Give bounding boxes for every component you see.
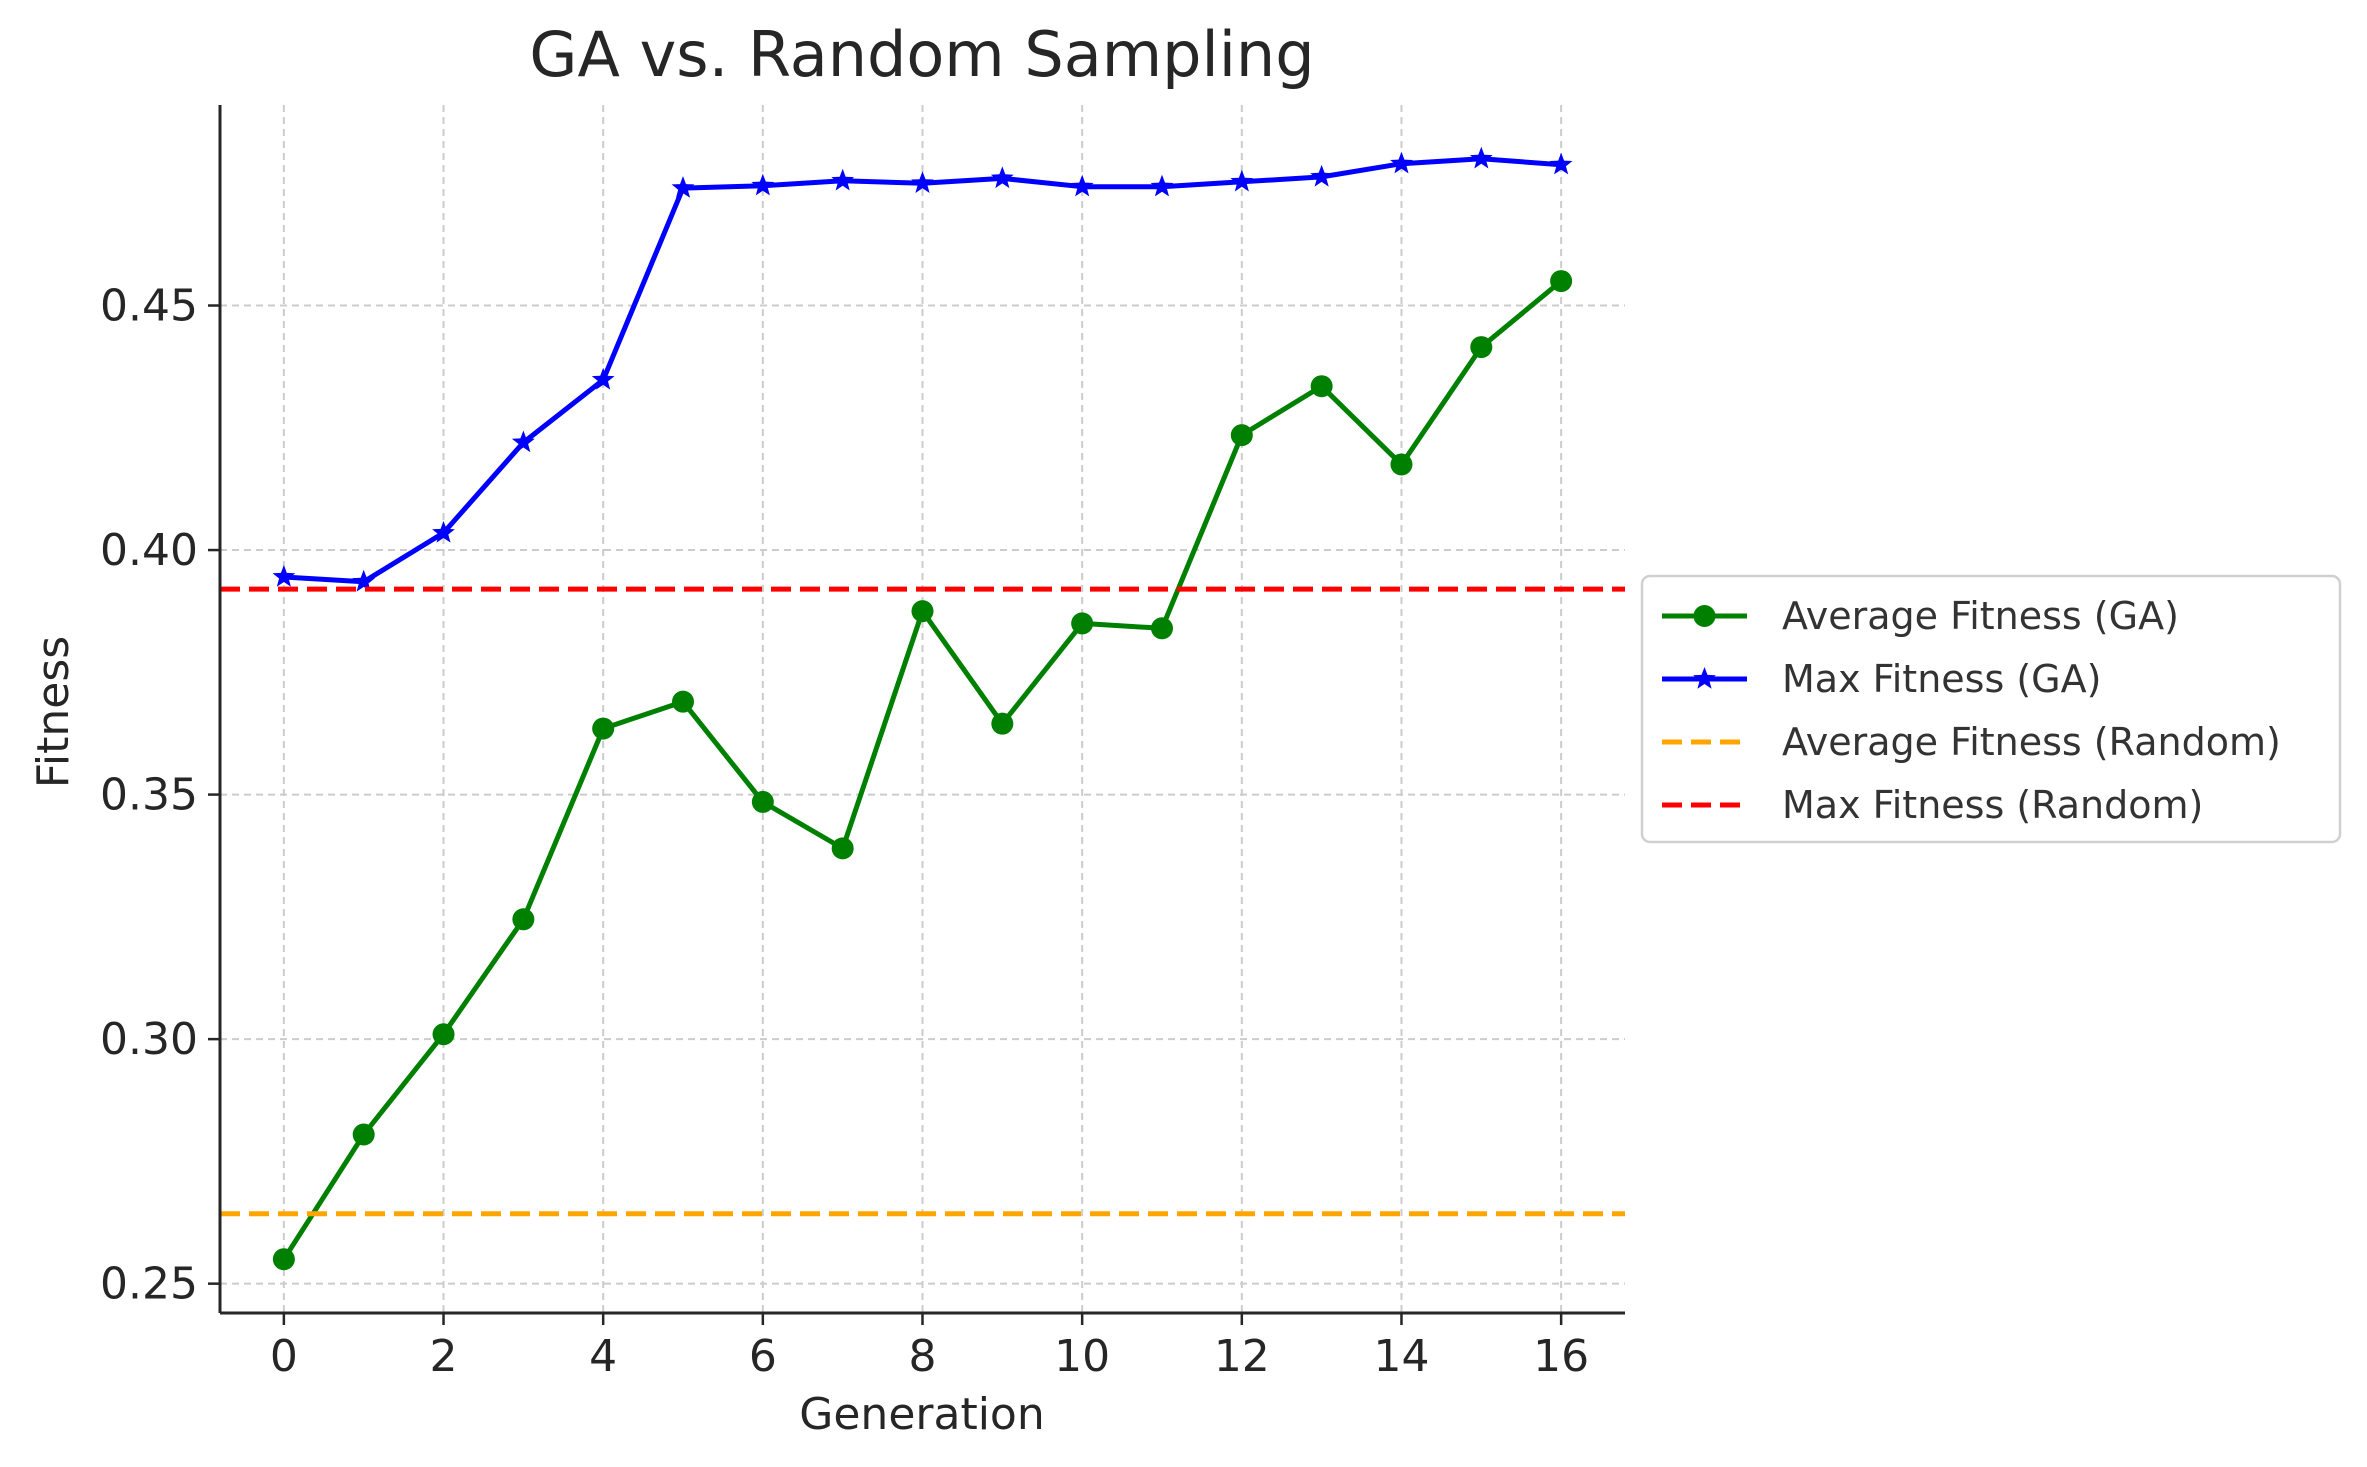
data-point [1549,152,1573,175]
legend-label: Max Fitness (GA) [1782,657,2101,701]
grid [220,105,1625,1313]
data-point [591,367,615,390]
x-tick-label: 16 [1533,1331,1589,1382]
data-point [831,837,854,860]
data-point [1310,164,1334,187]
data-point [751,173,775,196]
data-point [511,430,535,453]
x-tick-label: 6 [749,1331,777,1382]
data-point [1150,174,1174,197]
legend-label: Max Fitness (Random) [1782,783,2203,827]
data-point [1550,270,1573,293]
legend-item: Max Fitness (Random) [1662,783,2203,827]
data-point [272,1248,295,1271]
series-average-fitness-ga [272,270,1573,1271]
y-tick-label: 0.35 [100,770,198,821]
data-point [1071,612,1094,635]
y-tick-label: 0.45 [100,281,198,332]
data-point [990,166,1014,189]
y-tick-label: 0.40 [100,525,198,576]
axes: 0 2 4 6 8 10 12 14 16 0.25 0.30 0.35 0.40 0.45 [100,105,1625,1382]
data-point [1230,169,1254,192]
data-point [991,712,1014,735]
legend-item: Max Fitness (GA) [1662,657,2101,701]
data-point [831,168,855,191]
data-point [1230,424,1253,447]
legend-marker [1693,605,1716,627]
data-point [352,569,376,592]
legend-marker [1693,667,1716,689]
data-point [751,790,774,813]
x-tick-label: 4 [589,1331,617,1382]
legend-label: Average Fitness (GA) [1782,594,2179,638]
data-point [1070,174,1094,197]
legend-box [1640,574,2342,844]
y-axis-label: Fitness [28,636,79,788]
data-point [432,520,455,543]
data-point [1469,146,1493,169]
data-point [1470,336,1493,359]
legend-item: Average Fitness (Random) [1662,720,2281,764]
data-point [352,1123,375,1146]
data-point [1390,151,1413,174]
data-point [1310,375,1333,398]
series-max-fitness-ga [272,146,1573,592]
x-tick-label: 14 [1373,1331,1429,1382]
data-point [512,908,535,931]
x-axis-label: Generation [799,1389,1044,1440]
data-point [911,600,934,623]
data-point [432,1023,455,1046]
data-point [1390,453,1413,476]
data-point [672,690,695,713]
x-tick-label: 10 [1054,1331,1110,1382]
x-tick-label: 0 [270,1331,298,1382]
data-point [911,171,934,193]
data-point [1150,617,1173,640]
data-point [671,176,695,198]
y-tick-label: 0.25 [100,1259,198,1310]
data-point [592,717,615,740]
x-tick-label: 12 [1214,1331,1270,1382]
legend: Average Fitness (GA) Max Fitness (GA) Aver… [1640,574,2342,844]
y-tick-label: 0.30 [100,1014,198,1065]
chart-title: GA vs. Random Sampling [529,18,1314,91]
x-tick-label: 8 [909,1331,937,1382]
x-tick-label: 2 [430,1331,458,1382]
data-point [272,565,296,587]
legend-item: Average Fitness (GA) [1662,594,2179,638]
legend-label: Average Fitness (Random) [1782,720,2281,764]
plot-area [220,146,1625,1271]
